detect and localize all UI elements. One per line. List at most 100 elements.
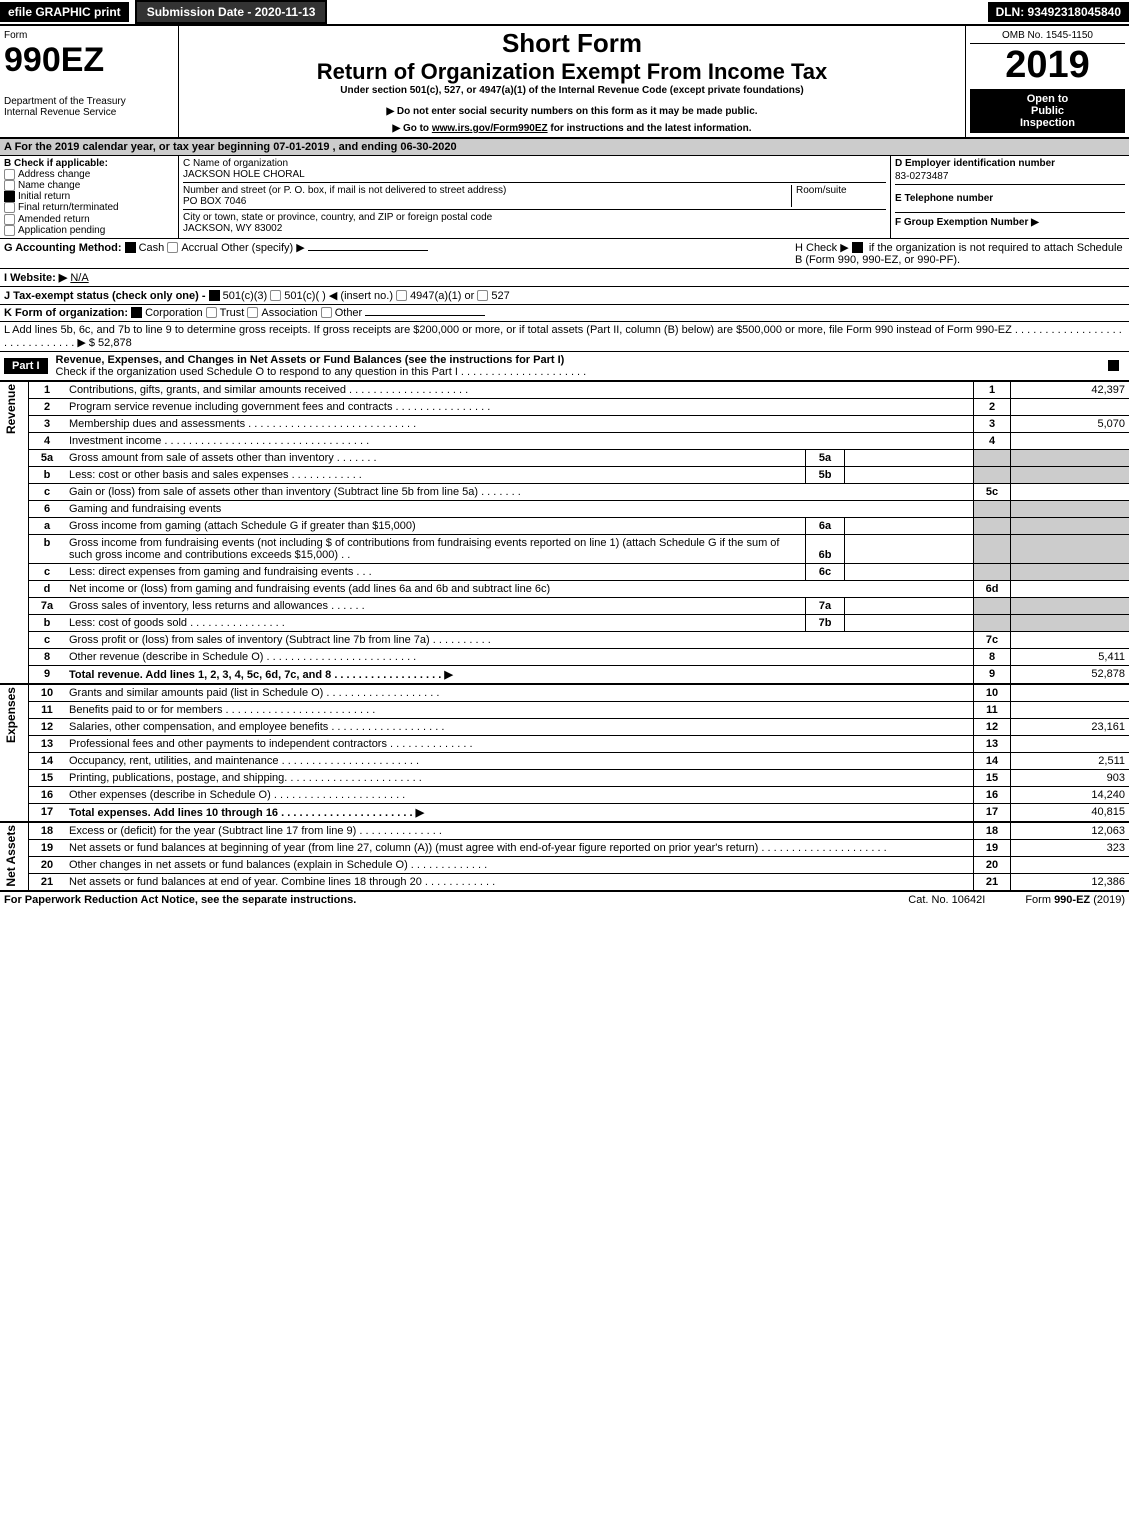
line-val — [1011, 432, 1129, 449]
gray-cell — [1011, 517, 1129, 534]
line-no: 12 — [29, 718, 66, 735]
4947-checkbox[interactable] — [396, 290, 407, 301]
line-val: 23,161 — [1011, 718, 1129, 735]
line-val — [1011, 684, 1129, 702]
line-text: Contributions, gifts, grants, and simila… — [65, 381, 974, 398]
527-checkbox[interactable] — [477, 290, 488, 301]
submission-date-label: Submission Date - 2020-11-13 — [135, 0, 328, 24]
app-pending-checkbox[interactable] — [4, 225, 15, 236]
accounting-method-label: G Accounting Method: — [4, 242, 122, 254]
lines-table: Revenue 1 Contributions, gifts, grants, … — [0, 381, 1129, 890]
irs-link[interactable]: www.irs.gov/Form990EZ — [432, 123, 548, 134]
line-val — [1011, 398, 1129, 415]
other-org-checkbox[interactable] — [321, 307, 332, 318]
501c-label: 501(c)( ) ◀ (insert no.) — [284, 290, 393, 302]
amended-return-label: Amended return — [18, 214, 90, 225]
line-num: 11 — [974, 701, 1011, 718]
sub-box-val — [845, 597, 974, 614]
line-no: a — [29, 517, 66, 534]
line-no: b — [29, 466, 66, 483]
corp-checkbox[interactable] — [131, 307, 142, 318]
501c3-checkbox[interactable] — [209, 290, 220, 301]
final-return-checkbox[interactable] — [4, 202, 15, 213]
line-num: 10 — [974, 684, 1011, 702]
header-right: OMB No. 1545-1150 2019 Open to Public In… — [965, 26, 1129, 137]
goto-pre: ▶ Go to — [392, 123, 431, 134]
info-block: B Check if applicable: Address change Na… — [0, 156, 1129, 239]
sub-box-val — [845, 466, 974, 483]
tax-year: 2019 — [970, 44, 1125, 87]
line-val — [1011, 631, 1129, 648]
line-no: c — [29, 483, 66, 500]
line-num: 21 — [974, 873, 1011, 890]
line-num: 12 — [974, 718, 1011, 735]
line-num: 9 — [974, 665, 1011, 684]
org-name-label: C Name of organization — [183, 158, 886, 169]
527-label: 527 — [491, 290, 509, 302]
initial-return-checkbox[interactable] — [4, 191, 15, 202]
accrual-checkbox[interactable] — [167, 242, 178, 253]
row-j-tax-exempt: J Tax-exempt status (check only one) - 5… — [0, 287, 1129, 305]
sub-box-val — [845, 449, 974, 466]
sub-box-label: 6b — [806, 534, 845, 563]
line-text: Gross sales of inventory, less returns a… — [65, 597, 806, 614]
4947-label: 4947(a)(1) or — [410, 290, 474, 302]
line-num: 6d — [974, 580, 1011, 597]
schedule-b-checkbox[interactable] — [852, 242, 863, 253]
line-no: 21 — [29, 873, 66, 890]
open-public-box: Open to Public Inspection — [970, 89, 1125, 133]
line-num: 14 — [974, 752, 1011, 769]
line-num: 13 — [974, 735, 1011, 752]
header-mid: Short Form Return of Organization Exempt… — [179, 26, 965, 137]
omb-number: OMB No. 1545-1150 — [970, 30, 1125, 44]
line-num: 19 — [974, 839, 1011, 856]
row-l-text: L Add lines 5b, 6c, and 7b to line 9 to … — [4, 324, 1122, 349]
line-text: Gain or (loss) from sale of assets other… — [65, 483, 974, 500]
line-text: Total expenses. Add lines 10 through 16 … — [65, 803, 974, 822]
line-text: Net income or (loss) from gaming and fun… — [65, 580, 974, 597]
other-specify-field[interactable] — [308, 250, 428, 251]
line-text: Less: cost of goods sold . . . . . . . .… — [65, 614, 806, 631]
line-no: 4 — [29, 432, 66, 449]
line-text: Occupancy, rent, utilities, and maintena… — [65, 752, 974, 769]
line-val: 42,397 — [1011, 381, 1129, 398]
line-num: 7c — [974, 631, 1011, 648]
goto-post: for instructions and the latest informat… — [548, 123, 752, 134]
line-num: 17 — [974, 803, 1011, 822]
line-no: 2 — [29, 398, 66, 415]
assoc-checkbox[interactable] — [247, 307, 258, 318]
street-value: PO BOX 7046 — [183, 196, 791, 207]
line-text: Program service revenue including govern… — [65, 398, 974, 415]
line-no: 20 — [29, 856, 66, 873]
website-value: N/A — [70, 272, 88, 284]
group-exemption-label: F Group Exemption Number ▶ — [895, 213, 1125, 228]
line-val — [1011, 483, 1129, 500]
line-no: 6 — [29, 500, 66, 517]
trust-checkbox[interactable] — [206, 307, 217, 318]
amended-return-checkbox[interactable] — [4, 214, 15, 225]
gray-cell — [1011, 500, 1129, 517]
addr-change-checkbox[interactable] — [4, 169, 15, 180]
line-text: Gross income from fundraising events (no… — [65, 534, 806, 563]
line-no: b — [29, 614, 66, 631]
sub-box-label: 7a — [806, 597, 845, 614]
line-no: 5a — [29, 449, 66, 466]
row-g-h: G Accounting Method: Cash Accrual Other … — [0, 239, 1129, 269]
efile-print-button[interactable]: efile GRAPHIC print — [0, 2, 129, 22]
line-text: Net assets or fund balances at beginning… — [65, 839, 974, 856]
cat-no: Cat. No. 10642I — [868, 894, 1025, 906]
501c3-label: 501(c)(3) — [223, 290, 268, 302]
other-org-field[interactable] — [365, 315, 485, 316]
part-i-schedule-o-checkbox[interactable] — [1108, 360, 1119, 371]
line-val: 12,063 — [1011, 822, 1129, 840]
line-no: 14 — [29, 752, 66, 769]
line-text: Other revenue (describe in Schedule O) .… — [65, 648, 974, 665]
line-val: 14,240 — [1011, 786, 1129, 803]
name-change-checkbox[interactable] — [4, 180, 15, 191]
gray-cell — [974, 597, 1011, 614]
cash-label: Cash — [139, 242, 165, 254]
line-text: Printing, publications, postage, and shi… — [65, 769, 974, 786]
form-ref-num: 990-EZ — [1054, 894, 1090, 906]
501c-checkbox[interactable] — [270, 290, 281, 301]
cash-checkbox[interactable] — [125, 242, 136, 253]
